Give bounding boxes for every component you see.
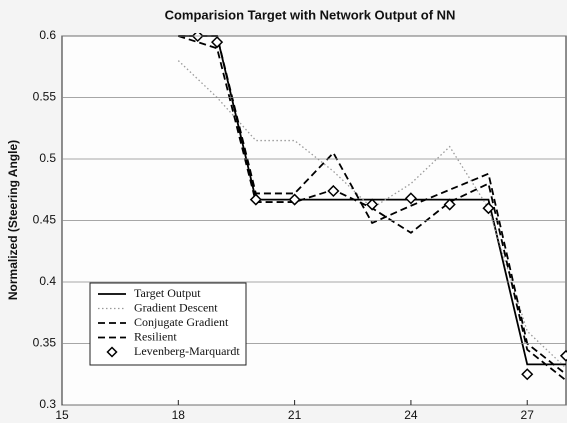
y-tick-label: 0.6 <box>39 28 56 42</box>
chart-title: Comparision Target with Network Output o… <box>165 7 456 22</box>
marker <box>443 198 456 211</box>
marker <box>482 202 495 215</box>
x-tick-label: 21 <box>288 408 302 422</box>
x-tick-label: 27 <box>521 408 535 422</box>
legend-label: Target Output <box>134 286 201 300</box>
marker <box>288 193 301 206</box>
y-axis-label: Normalized (Steering Angle) <box>6 140 20 300</box>
marker <box>249 193 262 206</box>
legend-swatch <box>106 346 118 358</box>
x-tick-label: 24 <box>404 408 418 422</box>
y-tick-label: 0.35 <box>33 336 57 350</box>
x-tick-label: 18 <box>172 408 186 422</box>
marker <box>521 368 534 381</box>
legend-label: Gradient Descent <box>134 300 218 314</box>
marker <box>559 349 567 362</box>
y-tick-label: 0.5 <box>39 151 56 165</box>
y-tick-label: 0.45 <box>33 213 57 227</box>
y-tick-label: 0.55 <box>33 90 57 104</box>
legend-label: Conjugate Gradient <box>134 315 229 329</box>
y-tick-label: 0.4 <box>39 274 56 288</box>
marker <box>327 184 340 198</box>
y-tick-label: 0.3 <box>39 397 56 411</box>
x-tick-label: 15 <box>55 408 69 422</box>
marker <box>404 192 417 205</box>
plot <box>177 33 567 382</box>
legend-label: Levenberg-Marquardt <box>134 344 240 358</box>
marker <box>211 36 224 49</box>
series-line <box>178 35 567 375</box>
marker <box>191 33 204 43</box>
legend-label: Resilient <box>134 329 177 343</box>
marker <box>366 198 379 211</box>
